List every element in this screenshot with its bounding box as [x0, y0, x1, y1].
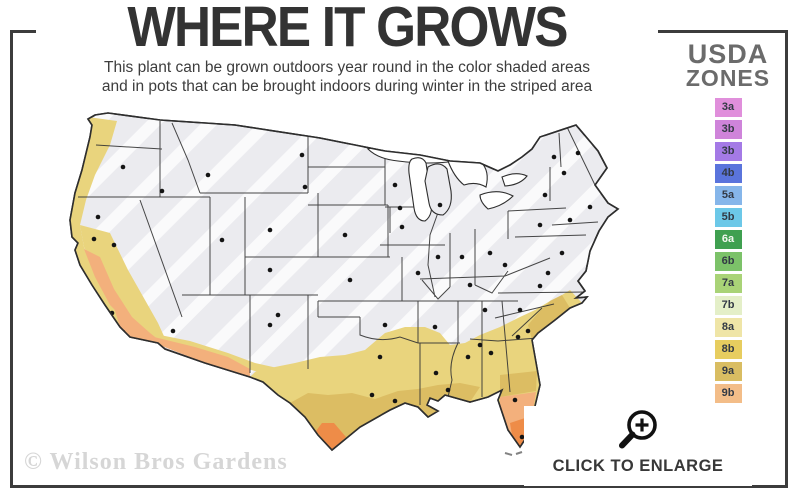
- city-dot: [465, 354, 471, 360]
- city-dot: [551, 154, 557, 160]
- color-shaded-areas: [70, 117, 582, 450]
- city-dot: [482, 307, 488, 313]
- city-dot: [342, 232, 348, 238]
- city-dot: [488, 350, 494, 356]
- subtitle-line-2: and in pots that can be brought indoors …: [101, 78, 593, 96]
- city-dot: [302, 184, 308, 190]
- zone-swatch-4b: 4b: [714, 164, 742, 184]
- watermark: © Wilson Bros Gardens: [24, 449, 288, 475]
- city-dot: [487, 250, 493, 256]
- city-dot: [445, 387, 451, 393]
- city-dot: [205, 172, 211, 178]
- usda-zone-map: [50, 105, 625, 470]
- zone-swatch-3b: 3b: [714, 120, 742, 140]
- city-dot: [587, 204, 593, 210]
- page-title: WHERE IT GROWS: [127, 0, 568, 59]
- city-dot: [502, 262, 508, 268]
- click-to-enlarge-label: CLICK TO ENLARGE: [552, 457, 724, 475]
- city-dot: [575, 150, 581, 156]
- city-dot: [120, 164, 126, 170]
- city-dot: [477, 342, 483, 348]
- city-dot: [437, 202, 443, 208]
- zone-swatch-8a: 8a: [714, 318, 742, 338]
- florida-keys: [504, 451, 523, 456]
- zone-swatch-7a: 7a: [714, 274, 742, 294]
- city-dot: [275, 312, 281, 318]
- city-dot: [392, 398, 398, 404]
- city-dot: [111, 242, 117, 248]
- city-dot: [159, 188, 165, 194]
- city-dot: [567, 217, 573, 223]
- click-to-enlarge-button[interactable]: CLICK TO ENLARGE: [524, 406, 752, 486]
- zone-swatch-6b: 6b: [714, 252, 742, 272]
- zone-swatch-6a: 6a: [714, 230, 742, 250]
- city-dot: [267, 267, 273, 273]
- state-borders: [78, 121, 599, 405]
- city-dot: [382, 322, 388, 328]
- city-dot: [517, 307, 523, 313]
- michigan-mitten: [424, 163, 452, 216]
- city-dot: [525, 328, 531, 334]
- legend-title: USDA ZONES: [668, 39, 788, 91]
- city-dot: [545, 270, 551, 276]
- magnifier-zoom-in-icon: [619, 410, 657, 449]
- city-dot: [459, 254, 465, 260]
- header: WHERE IT GROWS This plant can be grown o…: [36, 0, 658, 103]
- city-dot: [432, 324, 438, 330]
- city-dot: [515, 334, 521, 340]
- zone-swatch-8b: 8b: [714, 340, 742, 360]
- zone-swatch-7b: 7b: [714, 296, 742, 316]
- zone-swatch-9b: 9b: [714, 384, 742, 404]
- zone-swatch-list: 3a3b3b4b5a5b6a6b7a7b8a8b9a9b10a10b: [668, 98, 788, 448]
- city-dot: [542, 192, 548, 198]
- zone-swatch-3b: 3b: [714, 142, 742, 162]
- us-outline-stroke: [69, 112, 620, 452]
- city-dot: [369, 392, 375, 398]
- zone-swatch-9a: 9a: [714, 362, 742, 382]
- city-dot: [299, 152, 305, 158]
- city-dot: [219, 237, 225, 243]
- city-dot: [267, 322, 273, 328]
- city-dot: [559, 250, 565, 256]
- legend-title-line-1: USDA: [687, 39, 769, 69]
- city-dot: [392, 182, 398, 188]
- city-dot: [347, 277, 353, 283]
- zone-swatch-5b: 5b: [714, 208, 742, 228]
- city-dot: [561, 170, 567, 176]
- city-dot: [537, 283, 543, 289]
- city-dot: [397, 205, 403, 211]
- city-dot: [170, 328, 176, 334]
- subtitle-line-1: This plant can be grown outdoors year ro…: [104, 59, 590, 77]
- city-dot: [467, 282, 473, 288]
- city-dot: [377, 354, 383, 360]
- zone-swatch-5a: 5a: [714, 186, 742, 206]
- city-dot: [512, 397, 518, 403]
- zone-swatch-3a: 3a: [714, 98, 742, 118]
- city-dot: [433, 370, 439, 376]
- legend-title-line-2: ZONES: [685, 64, 771, 91]
- us-map-graphic: [69, 112, 620, 456]
- city-dot: [415, 270, 421, 276]
- city-dot: [91, 236, 97, 242]
- city-dot: [519, 434, 525, 440]
- usda-zones-legend: USDA ZONES 3a3b3b4b5a5b6a6b7a7b8a8b9a9b1…: [668, 39, 788, 450]
- city-dot: [399, 224, 405, 230]
- city-dots: [91, 150, 593, 440]
- city-dot: [435, 254, 441, 260]
- city-dot: [537, 222, 543, 228]
- city-dot: [95, 214, 101, 220]
- city-dot: [267, 227, 273, 233]
